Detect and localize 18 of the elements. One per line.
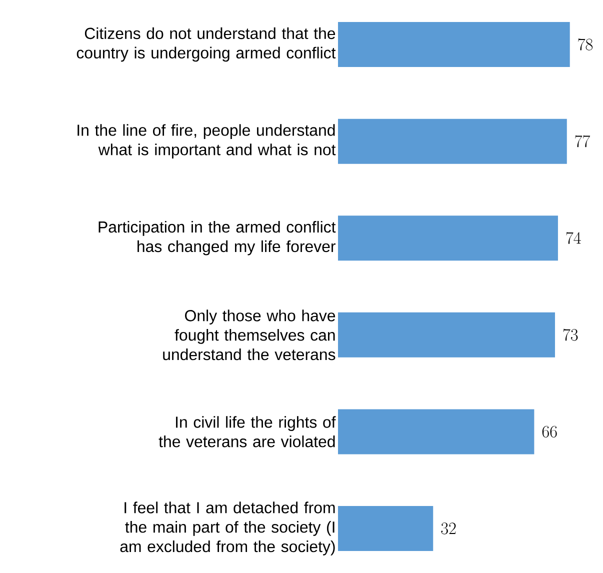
bar bbox=[338, 118, 567, 164]
data-label: 77 bbox=[575, 135, 590, 148]
data-label: 32 bbox=[441, 522, 456, 534]
data-label: 78 bbox=[578, 38, 593, 50]
bar bbox=[338, 216, 558, 261]
data-label: 73 bbox=[563, 328, 578, 341]
bar bbox=[338, 312, 555, 358]
y-tick-label: In the line of fire, people understand what is important and what is not bbox=[78, 124, 336, 158]
y-tick-label: Participation in the armed conflict has changed my life forever bbox=[98, 220, 336, 256]
y-tick-label: Citizens do not understand that the country is undergoing armed conflict bbox=[76, 27, 336, 62]
bar bbox=[338, 409, 534, 454]
data-label: 66 bbox=[542, 426, 557, 438]
bar bbox=[338, 506, 434, 551]
y-tick-label: I feel that I am detached from the main part of the society (I am excluded from the society) bbox=[120, 502, 335, 556]
y-tick-label: In civil life the rights of the veterans are violated bbox=[158, 416, 336, 448]
y-tick-label: Only those who have fought themselves can understand the veterans bbox=[163, 310, 336, 360]
bar bbox=[338, 22, 570, 68]
data-label: 74 bbox=[566, 232, 581, 244]
